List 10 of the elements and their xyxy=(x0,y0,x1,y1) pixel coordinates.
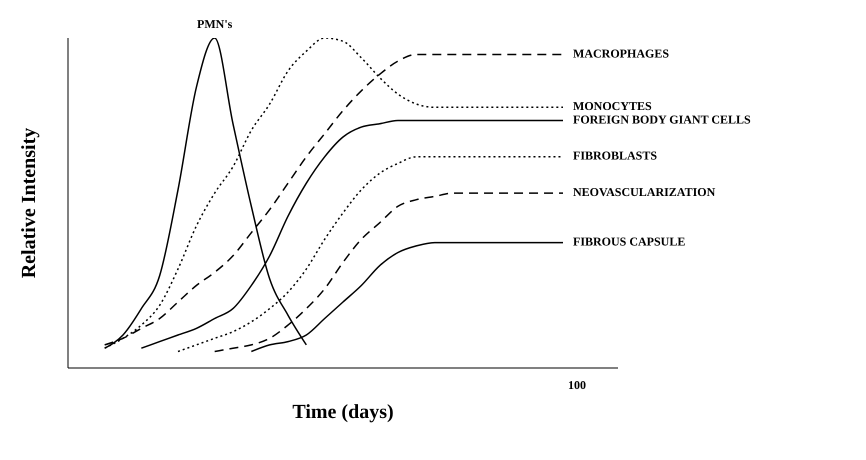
series-label: FIBROUS CAPSULE xyxy=(573,234,686,248)
x-axis-title: Time (days) xyxy=(292,401,394,423)
y-axis-title: Relative Intensity xyxy=(18,128,40,278)
series-label: MACROPHAGES xyxy=(573,46,670,60)
series-label: NEOVASCULARIZATION xyxy=(573,184,716,199)
text: 100 xyxy=(568,378,586,393)
series-label: MONOCYTES xyxy=(573,99,652,114)
series-label: PMN's xyxy=(197,17,233,31)
series-label: FOREIGN BODY GIANT CELLS xyxy=(573,112,752,126)
series-label: FIBROBLASTS xyxy=(573,148,658,163)
